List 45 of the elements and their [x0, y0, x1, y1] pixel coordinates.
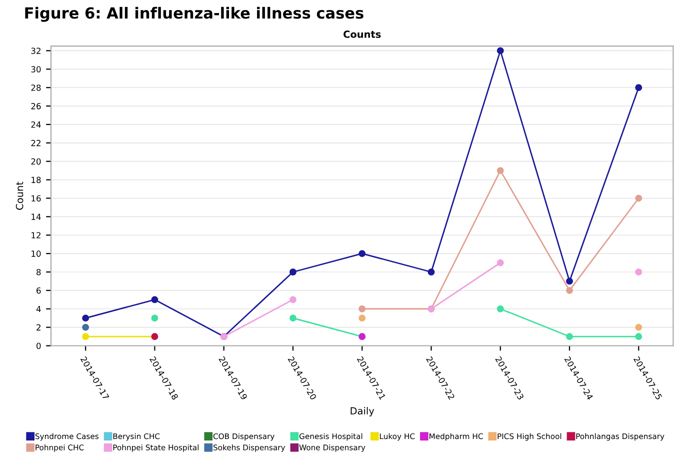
y-tick-label: 12	[32, 232, 40, 238]
y-tick-label: 4	[36, 306, 41, 312]
point	[496, 305, 504, 312]
point	[635, 268, 642, 276]
point	[151, 314, 158, 322]
point	[289, 314, 296, 322]
point	[289, 296, 296, 304]
point	[566, 286, 573, 294]
y-tick-label: 16	[32, 195, 41, 202]
y-tick-label: 32	[31, 48, 40, 54]
y-tick-label: 14	[32, 214, 41, 220]
point	[82, 324, 90, 331]
x-axis-title: Daily	[350, 407, 374, 416]
y-tick-label: 8	[36, 268, 41, 276]
y-tick-label: 26	[31, 103, 41, 110]
point	[635, 194, 642, 202]
point	[151, 296, 158, 304]
chart-title: Counts	[344, 30, 381, 38]
point	[289, 268, 296, 276]
y-tick-label: 22	[31, 140, 40, 146]
point	[566, 333, 573, 340]
point	[635, 324, 642, 331]
point	[635, 333, 642, 340]
point	[496, 167, 504, 174]
y-tick-label: 24	[31, 121, 41, 128]
y-tick-label: 28	[31, 84, 41, 91]
point	[635, 84, 642, 92]
y-axis-title: Count	[16, 182, 24, 210]
point	[496, 259, 504, 266]
y-tick-label: 0	[36, 342, 41, 350]
point	[566, 278, 573, 285]
point	[428, 268, 435, 276]
point	[358, 314, 366, 322]
y-tick-label: 20	[31, 158, 41, 165]
point	[82, 333, 90, 340]
point	[82, 314, 90, 322]
point	[496, 47, 504, 54]
point	[358, 250, 366, 258]
y-tick-label: 6	[36, 287, 41, 294]
chart-subtitle: Figure 6: All influenza-like illness cases	[25, 6, 364, 22]
y-tick-label: 18	[32, 176, 41, 184]
point	[358, 305, 366, 312]
y-tick-label: 10	[32, 250, 41, 257]
y-tick-label: 2	[36, 324, 40, 330]
y-tick-label: 30	[31, 66, 41, 72]
